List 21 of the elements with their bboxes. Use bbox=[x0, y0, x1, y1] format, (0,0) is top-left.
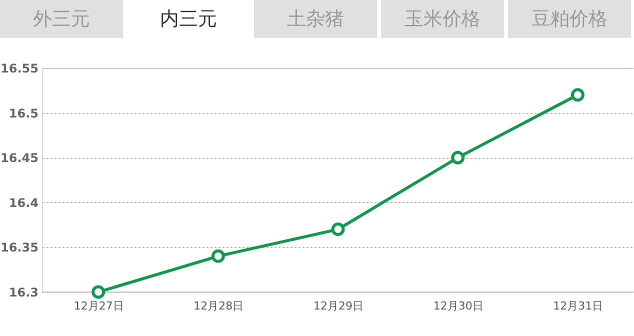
y-tick-label: 16.45 bbox=[0, 151, 38, 166]
point bbox=[451, 150, 465, 164]
y-tick-label: 16.35 bbox=[0, 240, 38, 255]
text: 土杂猪 bbox=[287, 8, 344, 30]
x-tick-label: 12月30日 bbox=[433, 300, 484, 312]
text: 玉米价格 bbox=[404, 8, 480, 30]
y-tick-label: 16.4 bbox=[8, 196, 38, 210]
y-tick-label: 16.5 bbox=[8, 106, 38, 120]
x-tick-label: 12月29日 bbox=[314, 300, 364, 312]
point bbox=[570, 88, 584, 102]
y-tick-label: 16.55 bbox=[0, 62, 38, 76]
x-tick-label: 12月31日 bbox=[553, 300, 604, 312]
x-tick-label: 12月27日 bbox=[74, 300, 124, 312]
point bbox=[331, 222, 345, 236]
y-tick-label: 16.3 bbox=[8, 286, 38, 300]
x-tick-label: 12月28日 bbox=[194, 300, 244, 312]
text: 内三元 bbox=[160, 8, 217, 30]
point bbox=[211, 249, 225, 263]
text: 豆粕价格 bbox=[532, 8, 608, 30]
text: 外三元 bbox=[33, 8, 90, 30]
point bbox=[92, 285, 106, 299]
